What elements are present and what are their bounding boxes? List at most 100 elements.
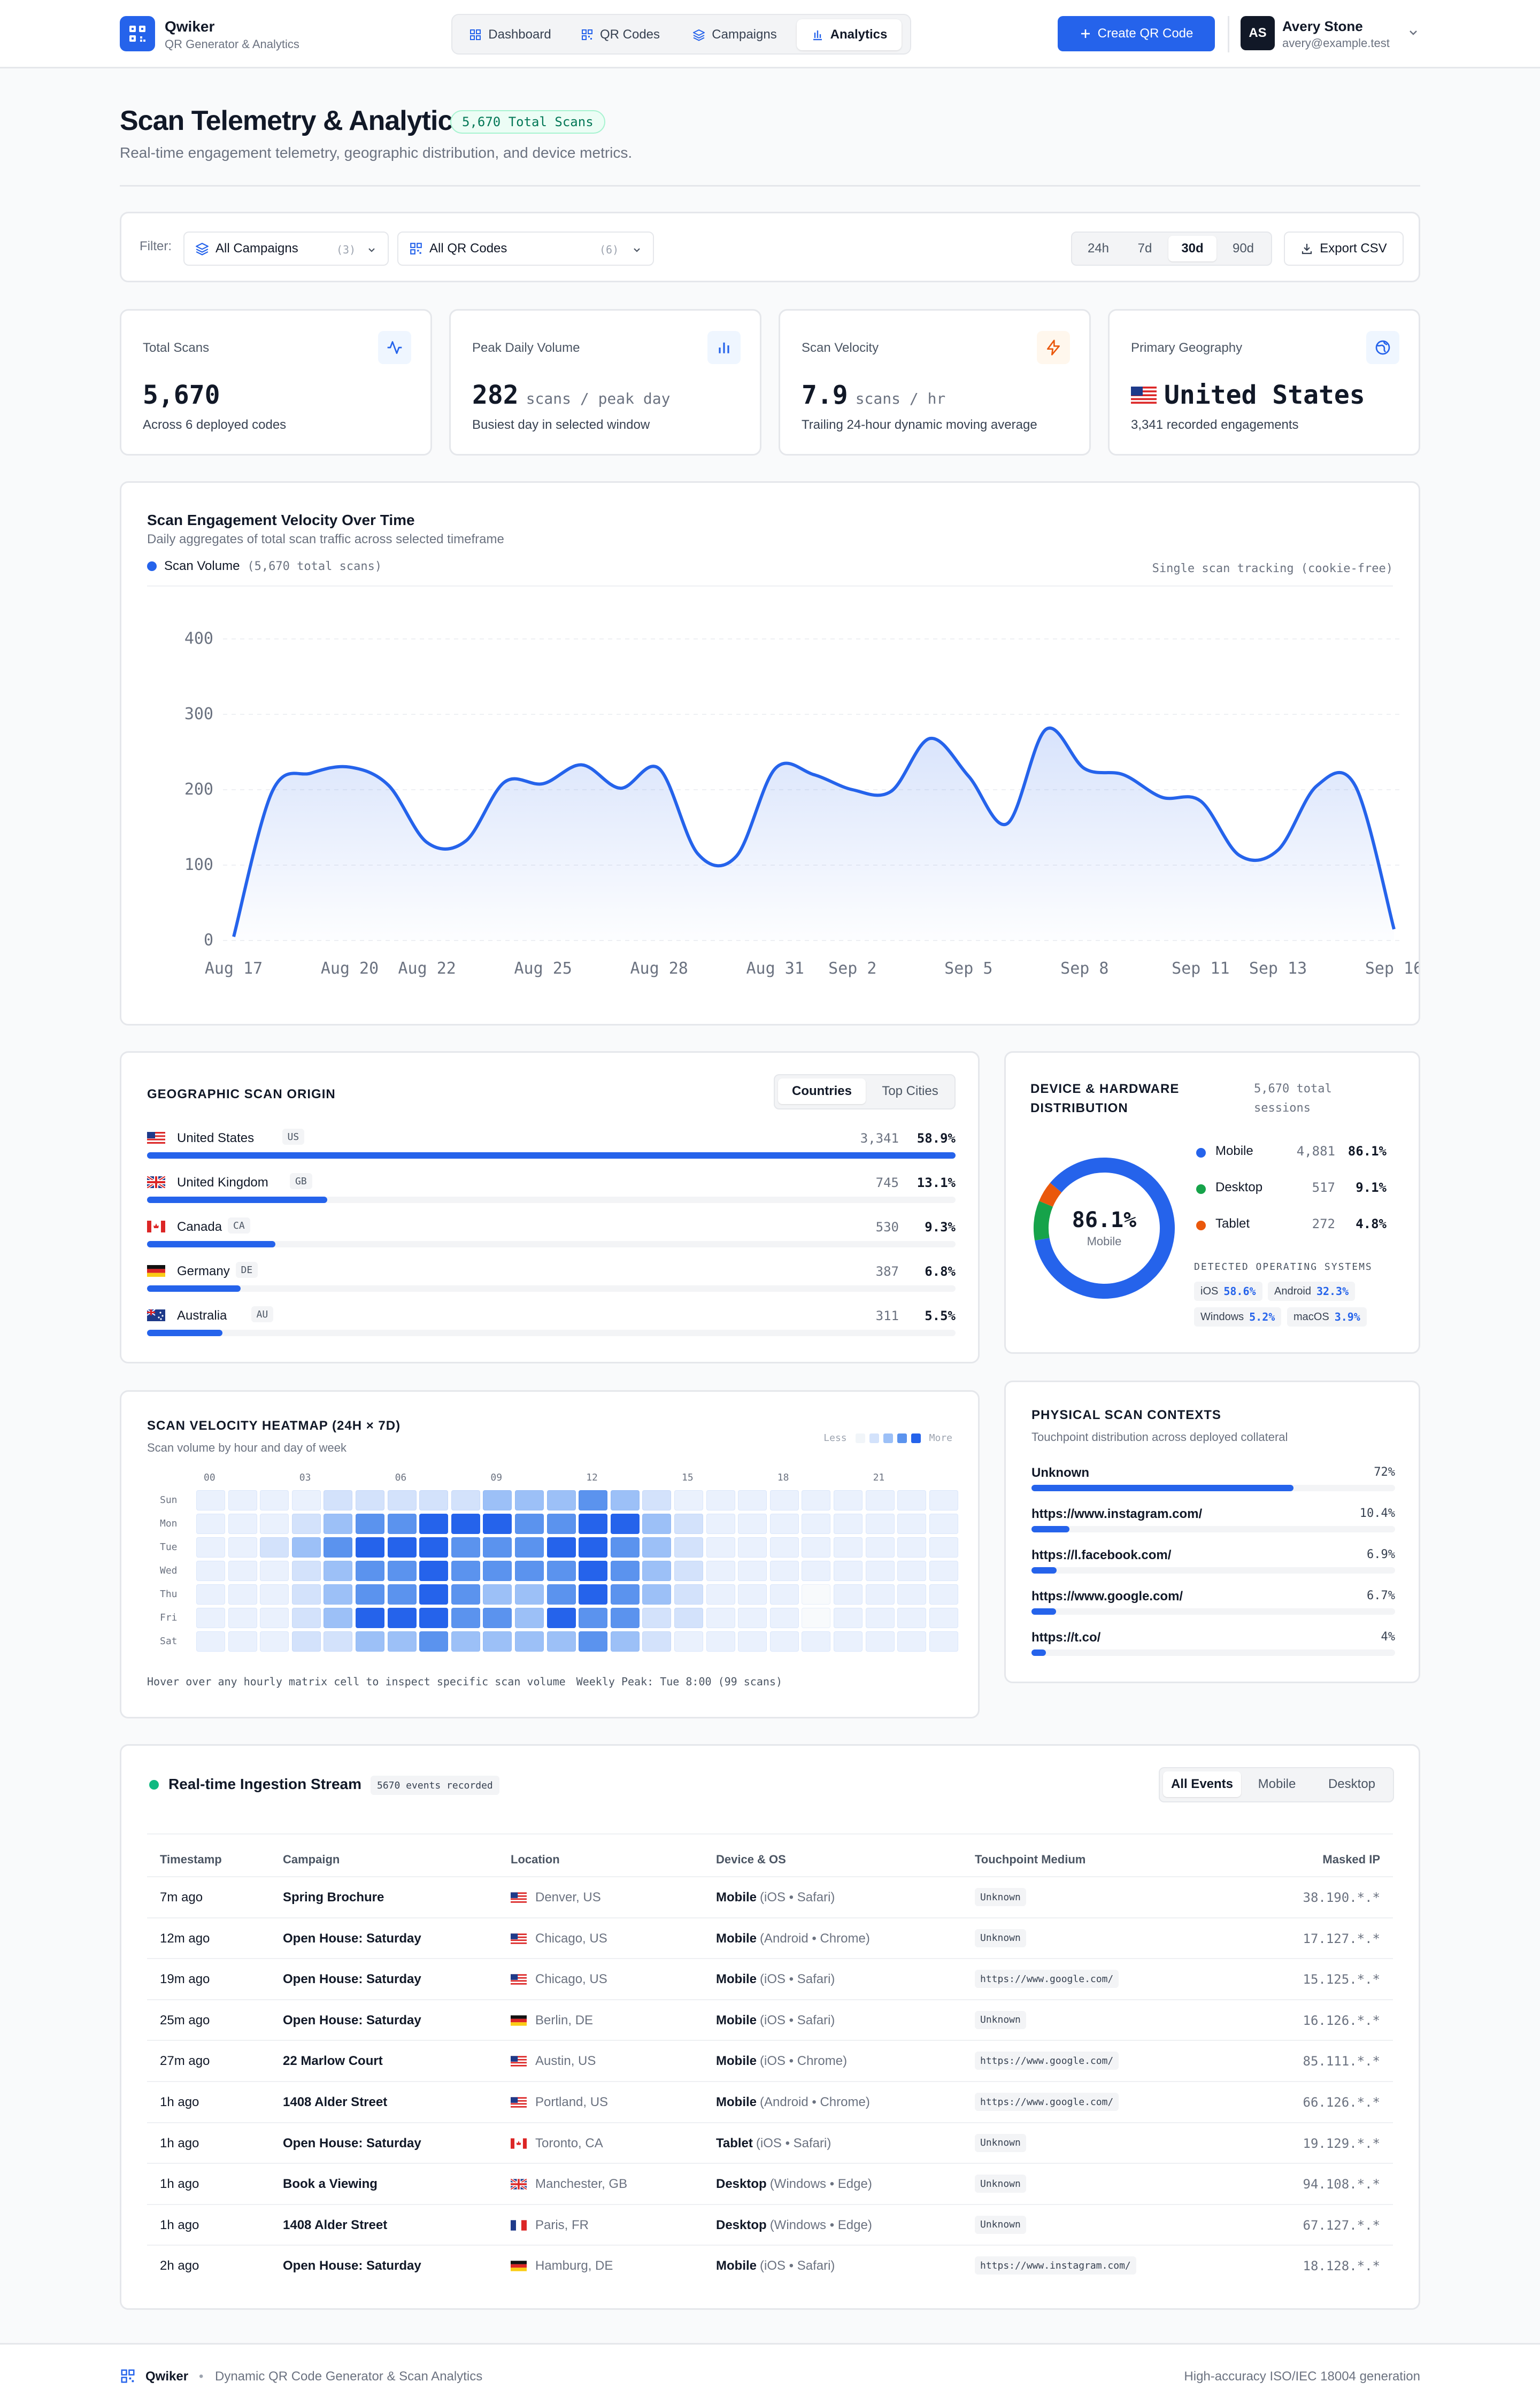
heatmap-cell[interactable] — [674, 1514, 703, 1534]
heatmap-cell[interactable] — [483, 1561, 512, 1581]
heatmap-cell[interactable] — [546, 1631, 576, 1652]
donut-slice-mobile[interactable] — [1035, 1158, 1175, 1299]
heatmap-cell[interactable] — [674, 1490, 703, 1510]
heatmap-cell[interactable] — [738, 1561, 767, 1581]
heatmap-cell[interactable] — [291, 1514, 321, 1534]
heatmap-cell[interactable] — [897, 1490, 927, 1510]
heatmap-cell[interactable] — [451, 1514, 480, 1534]
data-point[interactable] — [306, 768, 317, 778]
data-point[interactable] — [1041, 724, 1051, 735]
heatmap-cell[interactable] — [546, 1561, 576, 1581]
heatmap-cell[interactable] — [419, 1490, 449, 1510]
heatmap-cell[interactable] — [228, 1537, 257, 1558]
heatmap-cell[interactable] — [738, 1631, 767, 1652]
tab-countries[interactable]: Countries — [778, 1078, 866, 1104]
heatmap-cell[interactable] — [515, 1561, 544, 1581]
table-row[interactable]: 12m ago Open House: Saturday Chicago, US Mo… — [147, 1917, 1393, 1958]
heatmap-cell[interactable] — [929, 1514, 958, 1534]
data-point[interactable] — [576, 759, 587, 770]
donut-slice-tablet[interactable] — [1039, 1183, 1062, 1207]
heatmap-cell[interactable] — [834, 1584, 863, 1605]
heatmap-cell[interactable] — [356, 1631, 384, 1652]
heatmap-cell[interactable] — [769, 1514, 799, 1534]
table-row[interactable]: 2h ago Open House: Saturday Hamburg, DE Mob… — [147, 2245, 1393, 2285]
heatmap-cell[interactable] — [642, 1537, 672, 1558]
data-point[interactable] — [1234, 850, 1245, 861]
heatmap-cell[interactable] — [579, 1514, 608, 1534]
data-point[interactable] — [770, 764, 781, 774]
heatmap-cell[interactable] — [579, 1561, 608, 1581]
heatmap-cell[interactable] — [610, 1608, 640, 1628]
heatmap-cell[interactable] — [419, 1537, 449, 1558]
nav-campaigns[interactable]: Campaigns — [678, 19, 791, 50]
range-30d[interactable]: 30d — [1168, 236, 1216, 261]
heatmap-cell[interactable] — [579, 1608, 608, 1628]
range-90d[interactable]: 90d — [1232, 241, 1254, 256]
heatmap-cell[interactable] — [515, 1608, 544, 1628]
heatmap-cell[interactable] — [610, 1561, 640, 1581]
heatmap-cell[interactable] — [642, 1561, 672, 1581]
heatmap-cell[interactable] — [769, 1584, 799, 1605]
table-row[interactable]: 1h ago 1408 Alder Street Paris, FR Desktop(… — [147, 2203, 1393, 2245]
heatmap-cell[interactable] — [291, 1490, 321, 1510]
data-point[interactable] — [460, 836, 471, 846]
table-row[interactable]: 1h ago Open House: Saturday Toronto, CA Tab… — [147, 2122, 1393, 2163]
data-point[interactable] — [228, 931, 239, 942]
tab-mobile[interactable]: Mobile — [1258, 1777, 1296, 1791]
heatmap-cell[interactable] — [196, 1537, 225, 1558]
heatmap-cell[interactable] — [387, 1608, 417, 1628]
heatmap-cell[interactable] — [228, 1608, 257, 1628]
chevron-down-icon[interactable] — [1406, 26, 1420, 40]
heatmap-cell[interactable] — [769, 1537, 799, 1558]
data-point[interactable] — [886, 786, 897, 797]
data-point[interactable] — [963, 771, 974, 782]
data-point[interactable] — [731, 851, 742, 861]
heatmap-cell[interactable] — [324, 1584, 353, 1605]
heatmap-cell[interactable] — [356, 1584, 384, 1605]
context-row[interactable]: https://t.co/4% — [1031, 1630, 1395, 1662]
data-point[interactable] — [1195, 796, 1206, 806]
heatmap-cell[interactable] — [706, 1584, 735, 1605]
qr-code-select[interactable]: All QR Codes (6) — [397, 232, 654, 266]
data-point[interactable] — [925, 733, 935, 744]
heatmap-cell[interactable] — [579, 1537, 608, 1558]
heatmap-cell[interactable] — [356, 1561, 384, 1581]
donut-slice-desktop[interactable] — [1034, 1201, 1053, 1241]
heatmap-cell[interactable] — [706, 1537, 735, 1558]
geo-row[interactable]: Germany DE 387 6.8% — [147, 1262, 956, 1297]
heatmap-cell[interactable] — [579, 1584, 608, 1605]
data-point[interactable] — [808, 769, 819, 780]
app-logo[interactable] — [120, 16, 155, 51]
context-row[interactable]: https://l.facebook.com/6.9% — [1031, 1548, 1395, 1580]
heatmap-cell[interactable] — [196, 1514, 225, 1534]
heatmap-cell[interactable] — [610, 1584, 640, 1605]
heatmap-cell[interactable] — [196, 1490, 225, 1510]
range-7d[interactable]: 7d — [1137, 241, 1152, 256]
heatmap-cell[interactable] — [356, 1608, 384, 1628]
context-row[interactable]: https://www.google.com/6.7% — [1031, 1589, 1395, 1621]
heatmap-cell[interactable] — [291, 1608, 321, 1628]
nav-analytics[interactable]: Analytics — [797, 19, 902, 50]
table-row[interactable]: 1h ago Book a Viewing Manchester, GB Deskto… — [147, 2163, 1393, 2203]
data-point[interactable] — [1389, 924, 1399, 935]
heatmap-cell[interactable] — [738, 1514, 767, 1534]
heatmap-cell[interactable] — [610, 1537, 640, 1558]
heatmap-cell[interactable] — [451, 1584, 480, 1605]
heatmap-cell[interactable] — [260, 1608, 289, 1628]
heatmap-cell[interactable] — [451, 1561, 480, 1581]
data-point[interactable] — [1350, 781, 1361, 791]
range-24h[interactable]: 24h — [1087, 241, 1110, 256]
heatmap-cell[interactable] — [196, 1608, 225, 1628]
data-point[interactable] — [1118, 769, 1129, 780]
heatmap-cell[interactable] — [228, 1490, 257, 1510]
heatmap-cell[interactable] — [419, 1631, 449, 1652]
heatmap-cell[interactable] — [738, 1584, 767, 1605]
heatmap-cell[interactable] — [546, 1608, 576, 1628]
heatmap-cell[interactable] — [834, 1631, 863, 1652]
avatar[interactable]: AS — [1241, 16, 1275, 50]
heatmap-cell[interactable] — [483, 1631, 512, 1652]
heatmap-cell[interactable] — [515, 1631, 544, 1652]
data-point[interactable] — [847, 784, 858, 795]
heatmap-cell[interactable] — [228, 1584, 257, 1605]
geo-row[interactable]: Canada CA 530 9.3% — [147, 1217, 956, 1253]
